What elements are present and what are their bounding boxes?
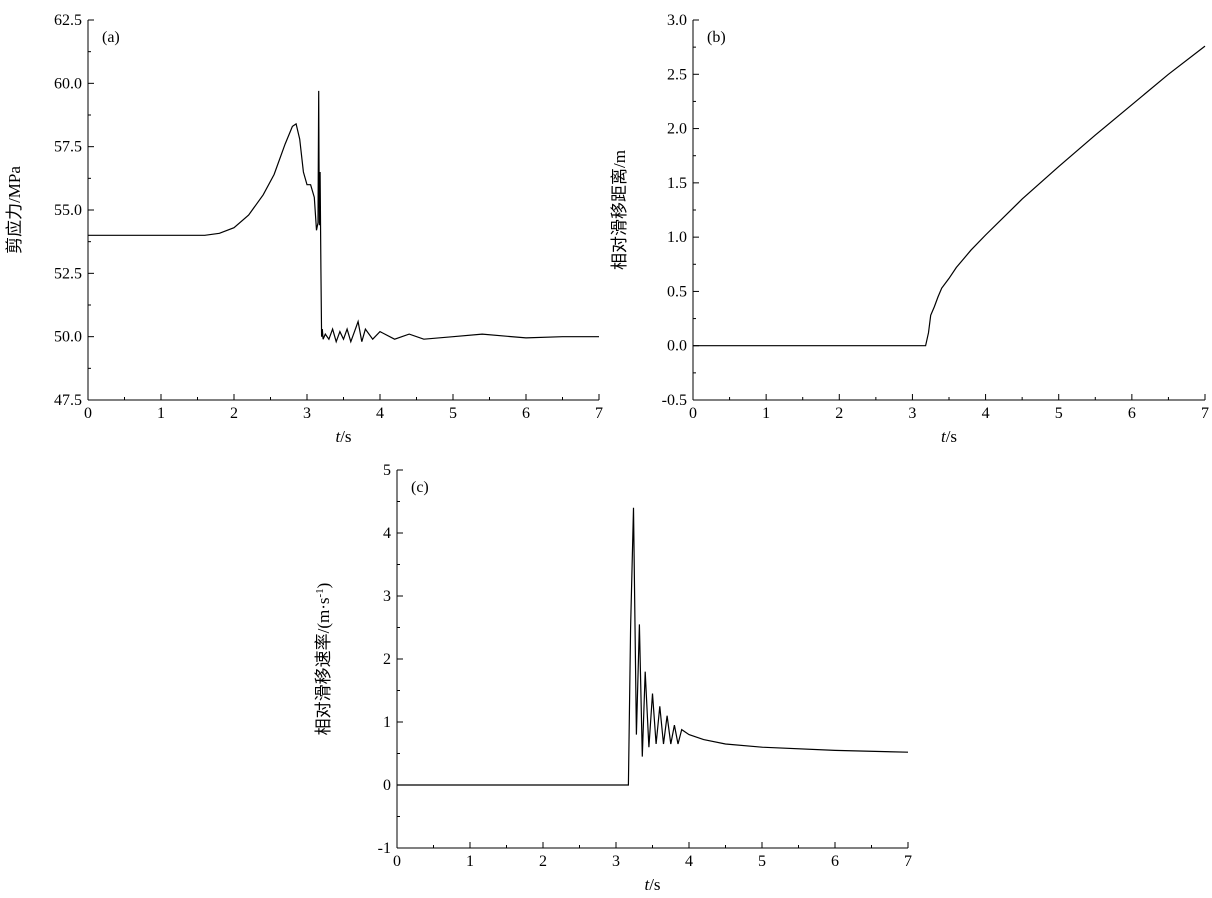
y-tick-label: 0.5 — [667, 283, 687, 300]
chart-panel-0: 0 1 2 3 4 5 6 7 47.5 50.0 52.5 55.0 57.5 60.0 62.5 (a) t… — [5, 12, 603, 446]
y-tick-label: 62.5 — [54, 12, 82, 29]
x-tick-label: 3 — [612, 853, 620, 870]
x-tick-label: 1 — [466, 853, 474, 870]
x-tick-label: 2 — [835, 405, 843, 422]
x-axis-title: t/s — [644, 875, 660, 894]
x-tick-label: 0 — [689, 405, 697, 422]
series-line — [397, 507, 909, 786]
x-tick-label: 4 — [376, 405, 384, 422]
y-tick-label: 1.0 — [667, 229, 687, 246]
x-tick-label: 3 — [303, 405, 311, 422]
y-tick-label: -0.5 — [662, 392, 687, 409]
x-tick-label: 7 — [1201, 405, 1209, 422]
x-tick-label: 7 — [904, 853, 912, 870]
x-tick-label: 2 — [230, 405, 238, 422]
x-tick-label: 2 — [539, 853, 547, 870]
y-tick-label: 2.5 — [667, 66, 687, 83]
x-tick-label: 3 — [908, 405, 916, 422]
y-tick-label: 60.0 — [54, 75, 82, 92]
y-tick-label: 55.0 — [54, 202, 82, 219]
x-tick-label: 6 — [1128, 405, 1136, 422]
x-tick-label: 1 — [762, 405, 770, 422]
x-tick-label: 4 — [685, 853, 693, 870]
y-axis-title: 相对滑移距离/m — [610, 150, 629, 270]
x-tick-label: 0 — [393, 853, 401, 870]
y-tick-label: 3 — [383, 588, 391, 605]
series-line — [88, 90, 599, 344]
series-line — [693, 45, 1206, 347]
x-axis-title: t/s — [941, 427, 957, 446]
y-axis-title: 剪应力/MPa — [5, 166, 24, 254]
x-axis-title: t/s — [335, 427, 351, 446]
chart-panel-1: 0 1 2 3 4 5 6 7 -0.5 0.0 0.5 1.0 1.5 2.0 2.5 3.0 (b) t/s 相… — [610, 12, 1209, 446]
x-tick-label: 4 — [982, 405, 990, 422]
x-tick-label: 7 — [595, 405, 603, 422]
x-tick-label: 6 — [831, 853, 839, 870]
x-tick-label: 0 — [84, 405, 92, 422]
x-tick-label: 5 — [449, 405, 457, 422]
panel-label: (a) — [102, 29, 120, 46]
y-tick-label: 50.0 — [54, 329, 82, 346]
y-axis-title: 相对滑移速率/(m·s-1) — [314, 583, 333, 736]
panel-label: (b) — [707, 29, 726, 46]
x-tick-label: 5 — [1055, 405, 1063, 422]
y-tick-label: 4 — [383, 525, 391, 542]
y-tick-label: 1.5 — [667, 175, 687, 192]
y-tick-label: 2 — [383, 651, 391, 668]
y-tick-label: -1 — [378, 840, 391, 857]
y-tick-label: 47.5 — [54, 392, 82, 409]
y-tick-label: 2.0 — [667, 121, 687, 138]
y-tick-label: 3.0 — [667, 12, 687, 29]
y-tick-label: 5 — [383, 462, 391, 479]
x-tick-label: 5 — [758, 853, 766, 870]
y-tick-label: 0 — [383, 777, 391, 794]
x-tick-label: 1 — [157, 405, 165, 422]
y-tick-label: 0.0 — [667, 338, 687, 355]
y-tick-label: 52.5 — [54, 265, 82, 282]
y-tick-label: 57.5 — [54, 139, 82, 156]
panel-label: (c) — [411, 479, 429, 496]
y-tick-label: 1 — [383, 714, 391, 731]
x-tick-label: 6 — [522, 405, 530, 422]
